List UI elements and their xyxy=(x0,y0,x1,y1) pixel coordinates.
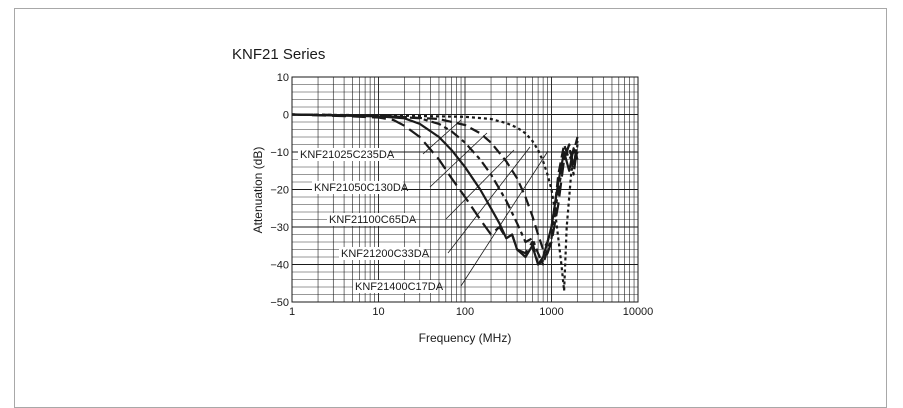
label-leader-line xyxy=(460,150,549,287)
series-label: KNF21100C65DA xyxy=(329,214,417,226)
series-label: KNF21400C17DA xyxy=(355,281,444,293)
label-leader-line xyxy=(429,132,488,188)
y-tick-label: −10 xyxy=(270,147,289,159)
series-line xyxy=(291,113,579,266)
x-axis-label: Frequency (MHz) xyxy=(419,331,512,345)
series-label: KNF21200C33DA xyxy=(341,248,430,260)
label-background xyxy=(298,148,389,161)
label-leader-line xyxy=(445,149,515,220)
label-leader-line xyxy=(422,119,462,155)
series-label: KNF21050C130DA xyxy=(314,182,409,194)
y-tick-label: 0 xyxy=(283,110,289,122)
series-labels: KNF21025C235DA KNF21050C130DA KNF21100C65D… xyxy=(298,148,444,293)
label-background xyxy=(327,213,412,226)
label-background xyxy=(312,181,403,194)
plot-border xyxy=(291,76,639,303)
series-line xyxy=(291,113,579,251)
x-tick-label: 1000 xyxy=(539,306,563,318)
label-background xyxy=(353,280,438,293)
y-tick-label: −30 xyxy=(270,222,289,234)
series-line xyxy=(291,113,579,266)
chart-frame xyxy=(14,8,887,408)
label-leader-line xyxy=(447,146,531,254)
x-tick-label: 100 xyxy=(456,306,474,318)
series-label: KNF21025C235DA xyxy=(300,149,395,161)
chart-title: KNF21 Series xyxy=(232,46,325,63)
y-tick-label: 10 xyxy=(277,72,289,84)
label-background xyxy=(339,247,424,260)
label-leaders xyxy=(422,119,549,287)
y-tick-label: −40 xyxy=(270,260,289,272)
x-tick-label: 10 xyxy=(372,306,384,318)
attenuation-chart: KNF21 Series KNF21025C235DA KNF21050C130D… xyxy=(232,46,653,345)
y-tick-label: −50 xyxy=(270,297,289,309)
y-axis-label: Attenuation (dB) xyxy=(251,147,265,234)
series-layer xyxy=(291,113,579,292)
x-tick-label: 1 xyxy=(289,306,295,318)
y-tick-label: −20 xyxy=(270,185,289,197)
series-line xyxy=(291,113,579,292)
x-tick-label: 10000 xyxy=(623,306,654,318)
